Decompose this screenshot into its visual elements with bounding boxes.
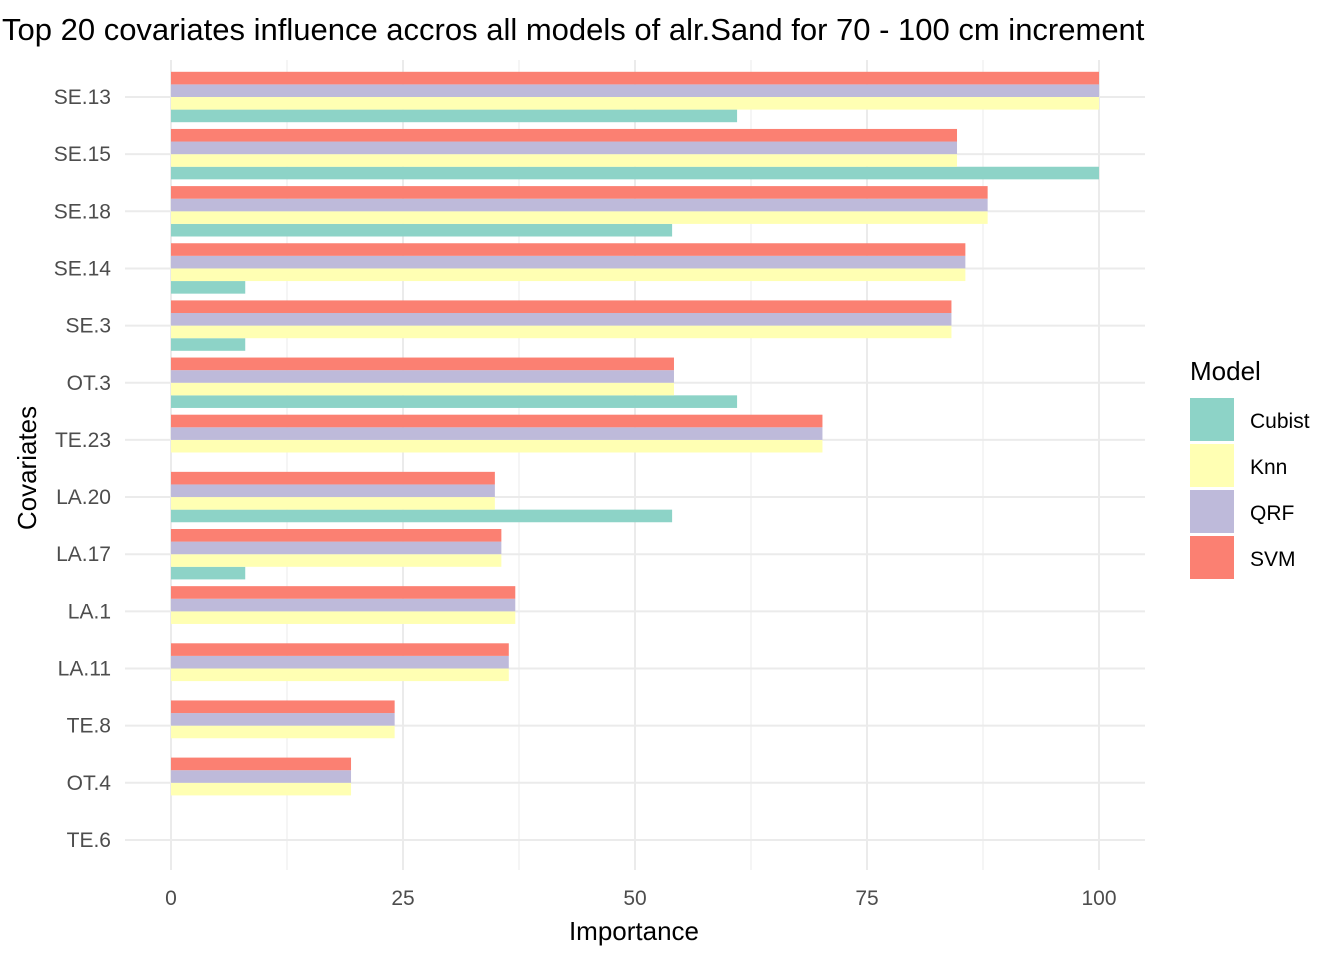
bar-svm-la-1 <box>171 586 516 599</box>
bar-knn-la-17 <box>171 554 502 567</box>
bar-cubist-se-13 <box>171 109 738 123</box>
y-tick-label: TE.23 <box>55 429 111 452</box>
y-axis-title: Covariates <box>12 406 42 530</box>
y-tick-label: SE.14 <box>54 257 112 280</box>
y-tick-label: SE.13 <box>54 86 111 109</box>
bar-svm-la-17 <box>171 529 502 542</box>
bar-cubist-ot-3 <box>171 395 738 408</box>
bar-cubist-se-14 <box>171 281 246 294</box>
bar-svm-te-23 <box>171 414 823 428</box>
bar-svm-te-8 <box>171 700 395 714</box>
bar-knn-se-15 <box>171 154 958 167</box>
x-tick-label: 50 <box>623 887 646 910</box>
y-tick-label: SE.18 <box>54 200 111 223</box>
bar-svm-se-13 <box>171 71 1099 85</box>
bar-knn-la-11 <box>171 668 509 682</box>
x-tick-label: 75 <box>855 887 878 910</box>
bar-cubist-se-18 <box>171 223 673 237</box>
bar-knn-se-13 <box>171 97 1099 110</box>
bar-cubist-se-15 <box>171 166 1099 180</box>
y-tick-label: SE.3 <box>65 315 111 338</box>
y-tick-label: OT.3 <box>67 372 111 395</box>
x-tick-label: 25 <box>391 887 414 910</box>
legend-label-svm: SVM <box>1250 548 1296 571</box>
y-tick-label: TE.8 <box>67 715 111 738</box>
legend-label-qrf: QRF <box>1250 502 1294 525</box>
bar-cubist-la-20 <box>171 509 673 523</box>
legend-key-svm <box>1190 536 1234 579</box>
bar-qrf-te-23 <box>171 427 823 440</box>
chart-title: Top 20 covariates influence accros all m… <box>2 12 1145 47</box>
bar-cubist-la-17 <box>171 566 246 580</box>
bar-svm-se-3 <box>171 300 952 313</box>
legend-key-cubist <box>1190 398 1234 441</box>
bar-qrf-se-18 <box>171 198 988 212</box>
legend-title: Model <box>1190 356 1261 386</box>
bar-qrf-la-17 <box>171 541 502 555</box>
bar-qrf-se-15 <box>171 141 958 155</box>
bar-svm-se-15 <box>171 128 958 142</box>
bar-svm-la-11 <box>171 643 509 656</box>
y-tick-label: LA.1 <box>68 600 111 623</box>
y-tick-label: SE.15 <box>54 143 111 166</box>
bar-svm-se-14 <box>171 243 966 256</box>
x-tick-labels: 0 25 50 75 100 <box>165 887 1116 910</box>
bar-knn-se-3 <box>171 325 952 339</box>
bar-knn-ot-4 <box>171 782 352 796</box>
legend: Model Cubist Knn QRF SVM <box>1190 356 1310 579</box>
bar-svm-la-20 <box>171 471 495 485</box>
bar-knn-la-1 <box>171 611 516 624</box>
bar-cubist-se-3 <box>171 338 246 351</box>
bar-qrf-se-3 <box>171 313 952 326</box>
y-tick-label: LA.20 <box>56 486 111 509</box>
bar-knn-te-23 <box>171 439 823 453</box>
bars <box>171 71 1099 796</box>
legend-label-knn: Knn <box>1250 456 1287 479</box>
x-axis-title: Importance <box>569 916 699 946</box>
bar-knn-ot-3 <box>171 382 674 396</box>
bar-knn-se-18 <box>171 211 988 224</box>
y-tick-label: OT.4 <box>67 772 112 795</box>
bar-qrf-te-8 <box>171 713 395 726</box>
legend-label-cubist: Cubist <box>1250 410 1310 433</box>
y-tick-label: TE.6 <box>67 829 111 852</box>
bar-qrf-ot-4 <box>171 770 352 783</box>
x-tick-label: 100 <box>1081 887 1116 910</box>
bar-qrf-se-14 <box>171 255 966 269</box>
bar-qrf-se-13 <box>171 84 1099 97</box>
grid <box>125 60 1145 870</box>
bar-knn-se-14 <box>171 268 966 282</box>
y-tick-label: LA.17 <box>56 543 111 566</box>
legend-key-knn <box>1190 444 1234 487</box>
bar-qrf-la-1 <box>171 598 516 612</box>
bar-svm-se-18 <box>171 186 988 199</box>
bar-svm-ot-3 <box>171 357 674 371</box>
x-tick-label: 0 <box>165 887 177 910</box>
bar-knn-te-8 <box>171 725 395 739</box>
bar-qrf-la-20 <box>171 484 495 498</box>
y-tick-label: LA.11 <box>58 658 111 681</box>
y-tick-labels: SE.13 SE.15 SE.18 SE.14 SE.3 OT.3 TE.23 LA.20 LA… <box>54 86 112 852</box>
bar-knn-la-20 <box>171 497 495 510</box>
legend-key-qrf <box>1190 490 1234 533</box>
bar-qrf-ot-3 <box>171 370 674 383</box>
bar-svm-ot-4 <box>171 757 352 771</box>
bar-qrf-la-11 <box>171 655 509 669</box>
